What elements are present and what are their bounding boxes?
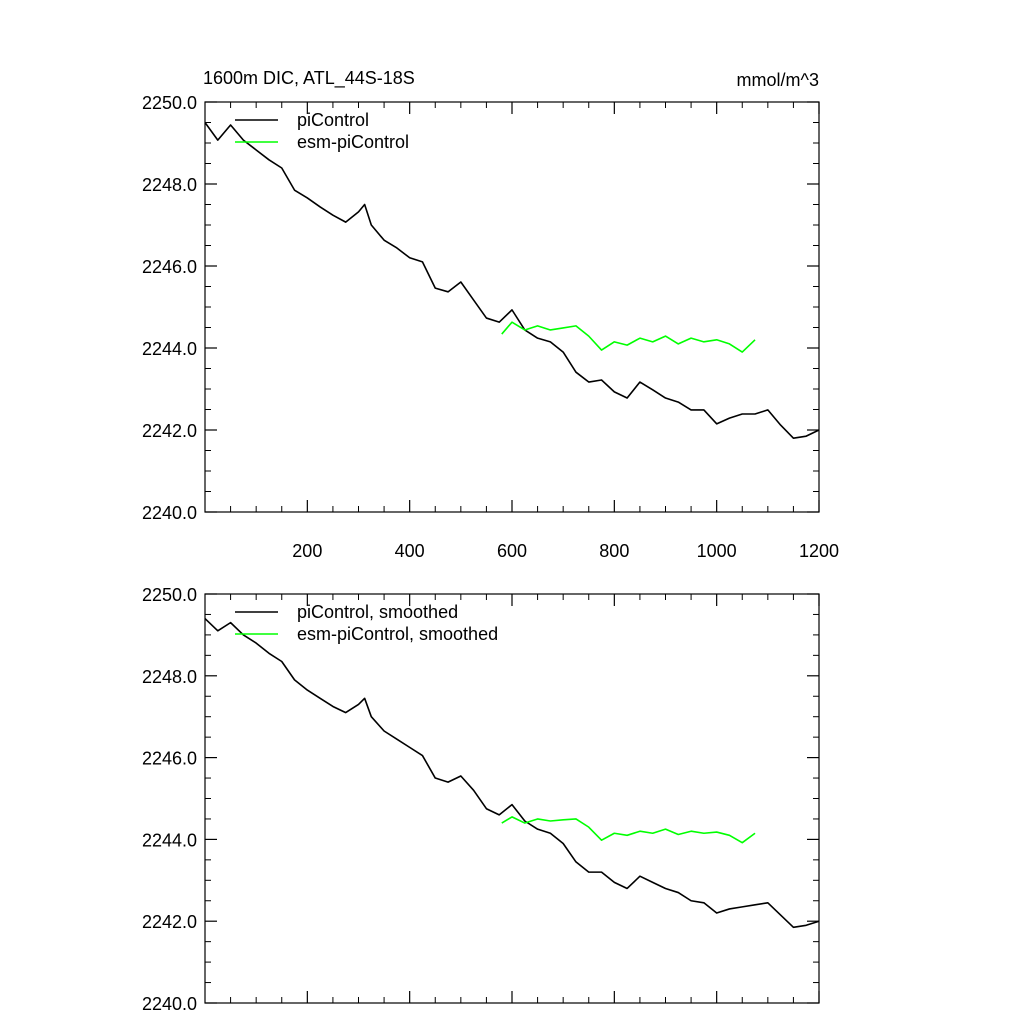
x-tick-label: 200 [292, 541, 322, 561]
y-tick-label: 2240.0 [142, 994, 197, 1014]
y-tick-label: 2248.0 [142, 175, 197, 195]
legend-label: piControl, smoothed [297, 602, 458, 622]
y-tick-label: 2242.0 [142, 912, 197, 932]
y-tick-label: 2240.0 [142, 503, 197, 523]
x-tick-label: 600 [497, 541, 527, 561]
series-line [501, 321, 756, 353]
legend-label: esm-piControl, smoothed [297, 624, 498, 644]
y-tick-label: 2244.0 [142, 339, 197, 359]
y-tick-label: 2242.0 [142, 421, 197, 441]
units-label: mmol/m^3 [737, 70, 819, 90]
x-tick-label: 800 [599, 541, 629, 561]
chart-title: 1600m DIC, ATL_44S-18S [203, 68, 415, 89]
legend-label: piControl [297, 110, 369, 130]
x-tick-label: 1200 [799, 541, 839, 561]
y-tick-label: 2248.0 [142, 667, 197, 687]
y-tick-label: 2250.0 [142, 93, 197, 113]
y-tick-label: 2246.0 [142, 749, 197, 769]
y-tick-label: 2244.0 [142, 830, 197, 850]
series-line [501, 816, 756, 844]
series-line [204, 617, 820, 929]
x-tick-label: 400 [395, 541, 425, 561]
x-tick-label: 1000 [697, 541, 737, 561]
legend-label: esm-piControl [297, 132, 409, 152]
y-tick-label: 2246.0 [142, 257, 197, 277]
y-tick-label: 2250.0 [142, 585, 197, 605]
series-line [204, 122, 820, 439]
